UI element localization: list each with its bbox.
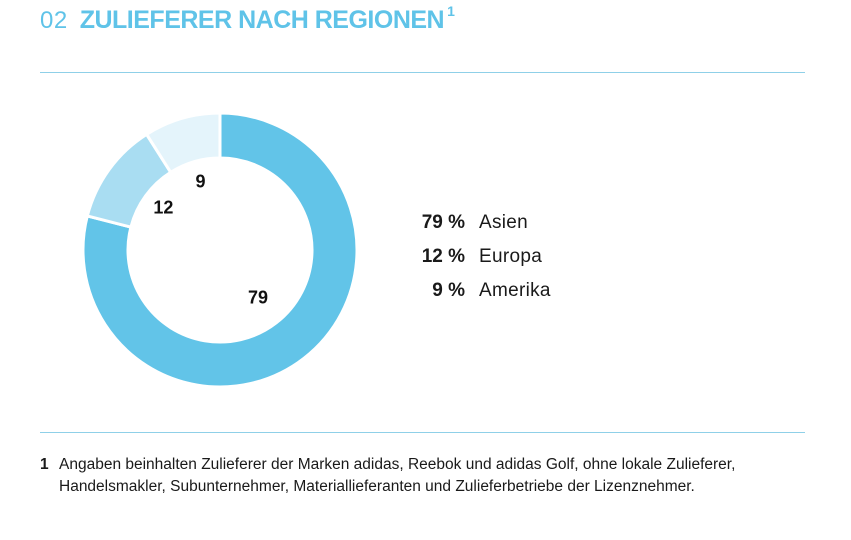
legend-item-amerika: 9 % Amerika [405,274,551,308]
legend-item-asien: 79 % Asien [405,206,551,240]
legend-value: 12 % [421,246,465,267]
legend-label: Amerika [479,280,551,301]
legend-item-europa: 12 % Europa [405,240,551,274]
footnote-text: Angaben beinhalten Zulieferer der Marken… [59,456,736,495]
donut-chart: 79 12 9 [81,111,359,389]
page-title: ZULIEFERER NACH REGIONEN [79,6,445,34]
top-divider [40,72,805,73]
bottom-divider [40,432,805,433]
legend-label: Europa [479,246,543,267]
chart-legend: 79 % Asien 12 % Europa 9 % Amerika [405,206,551,308]
slice-label-europa: 12 [153,198,173,218]
legend-value: 9 % [432,280,465,301]
footnote-marker-superscript: 1 [447,3,455,19]
footnote-marker: 1 [40,456,49,473]
slice-label-asien: 79 [248,288,268,308]
legend-label: Asien [479,212,529,233]
legend-value: 79 % [421,212,465,233]
donut-slice-asien [81,111,359,389]
donut-slice-amerika [144,111,222,175]
section-number: 02 [40,7,68,34]
footnote: 1 Angaben beinhalten Zulieferer der Mark… [40,454,800,498]
slice-label-amerika: 9 [195,172,205,192]
chart-title: 02 ZULIEFERER NACH REGIONEN 1 [40,3,455,40]
